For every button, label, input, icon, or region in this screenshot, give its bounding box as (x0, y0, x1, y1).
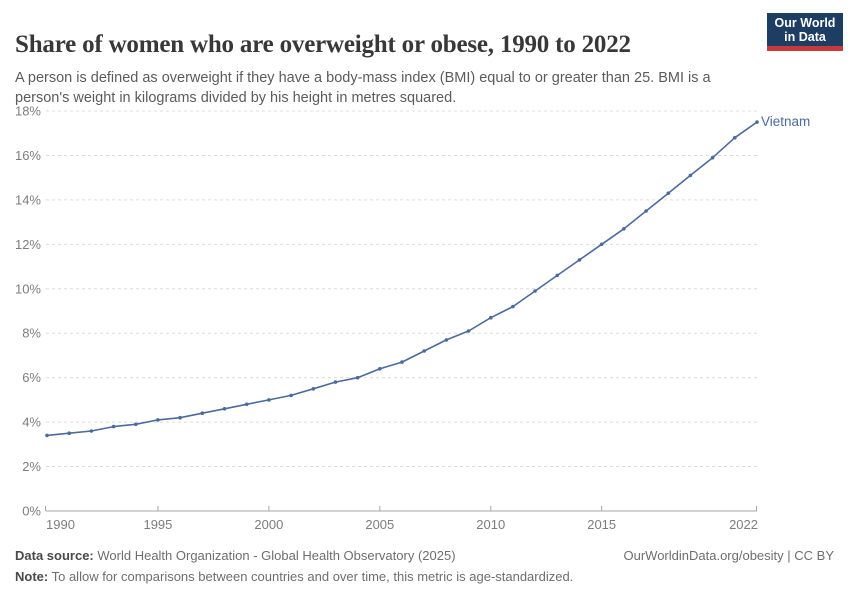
data-point[interactable] (244, 402, 249, 407)
data-point[interactable] (333, 380, 338, 384)
data-point[interactable] (622, 227, 626, 231)
y-tick-label: 12% (15, 237, 41, 252)
data-point[interactable] (400, 360, 404, 364)
x-tick-label: 1990 (46, 517, 75, 532)
data-point[interactable] (89, 429, 94, 433)
data-point[interactable] (156, 418, 160, 422)
data-point[interactable] (444, 338, 449, 342)
x-tick-label: 2015 (587, 517, 616, 532)
data-point[interactable] (666, 191, 671, 195)
footer-source-row: Data source: World Health Organization -… (15, 548, 834, 563)
data-point[interactable] (710, 155, 715, 160)
x-tick-label: 1995 (143, 517, 172, 532)
data-point[interactable] (466, 329, 471, 333)
note-value: To allow for comparisons between countri… (51, 569, 574, 584)
x-tick-label: 2022 (729, 517, 758, 532)
data-point[interactable] (422, 349, 427, 353)
footer-note-row: Note: To allow for comparisons between c… (15, 569, 573, 584)
y-tick-label: 2% (22, 459, 41, 474)
page-title: Share of women who are overweight or obe… (15, 30, 631, 58)
series-label-vietnam[interactable]: Vietnam (761, 114, 811, 129)
data-point[interactable] (311, 387, 316, 391)
owid-license-link[interactable]: OurWorldinData.org/obesity | CC BY (623, 548, 835, 563)
data-point[interactable] (45, 433, 49, 438)
y-tick-label: 14% (15, 192, 41, 207)
data-source-label: Data source: (15, 548, 94, 563)
data-point[interactable] (222, 407, 227, 411)
y-tick-label: 10% (15, 281, 41, 296)
owid-logo-line1: Our World (774, 15, 836, 30)
line-vietnam[interactable] (46, 121, 758, 437)
x-tick-label: 2010 (476, 517, 505, 532)
owid-logo[interactable]: Our World in Data (767, 13, 843, 51)
data-point[interactable] (644, 209, 648, 213)
chart-subtitle: A person is defined as overweight if the… (15, 69, 711, 107)
y-tick-label: 0% (22, 504, 41, 519)
y-tick-label: 4% (22, 415, 41, 430)
data-point[interactable] (355, 375, 360, 380)
y-tick-label: 8% (22, 326, 41, 341)
data-point[interactable] (200, 411, 205, 416)
data-point[interactable] (67, 431, 71, 436)
data-point[interactable] (289, 393, 293, 398)
note-label: Note: (15, 569, 49, 584)
data-point[interactable] (511, 304, 515, 309)
y-tick-label: 6% (22, 370, 41, 385)
data-point[interactable] (378, 367, 382, 371)
data-point[interactable] (599, 242, 604, 247)
data-source-value: World Health Organization - Global Healt… (97, 548, 456, 563)
data-point[interactable] (533, 289, 537, 293)
x-tick-label: 2000 (254, 517, 283, 532)
x-tick-label: 2005 (365, 517, 394, 532)
data-point[interactable] (688, 173, 693, 178)
data-point[interactable] (111, 424, 116, 429)
data-point[interactable] (489, 315, 493, 320)
data-point[interactable] (577, 258, 582, 262)
data-point[interactable] (755, 120, 759, 124)
data-point[interactable] (267, 398, 271, 402)
data-point[interactable] (178, 415, 182, 420)
data-source-text: Data source: World Health Organization -… (15, 548, 456, 563)
owid-logo-line2: in Data (784, 29, 826, 44)
data-point[interactable] (555, 273, 560, 278)
data-point[interactable] (733, 135, 737, 140)
y-tick-label: 16% (15, 148, 41, 163)
y-tick-label: 18% (15, 104, 41, 119)
data-point[interactable] (134, 422, 138, 427)
